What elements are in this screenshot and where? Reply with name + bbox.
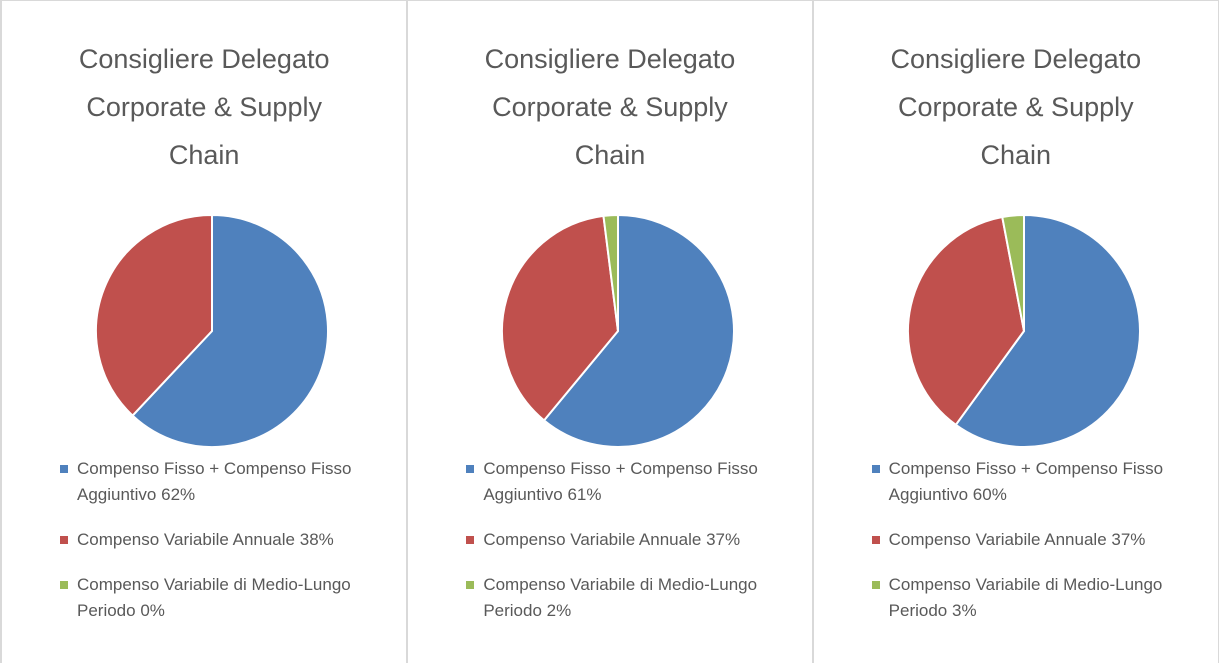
legend-value: 60%	[972, 485, 1007, 504]
legend-swatch	[466, 465, 475, 473]
legend-swatch	[871, 536, 880, 544]
legend-swatch	[60, 465, 68, 473]
legend-item: Compenso Fisso + Compenso Fisso Aggiunti…	[60, 456, 360, 508]
legend-value: 38%	[299, 530, 334, 549]
legend-label: Compenso Variabile Annuale	[77, 530, 295, 549]
legend-value: 2%	[546, 601, 572, 620]
legend-label: Compenso Fisso + Compenso Fisso Aggiunti…	[483, 459, 758, 504]
legend-label: Compenso Variabile di Medio-Lungo Period…	[77, 575, 351, 620]
legend-label: Compenso Variabile Annuale	[888, 530, 1107, 549]
pie	[95, 213, 329, 448]
legend-value: 0%	[140, 601, 165, 620]
pie-slice	[542, 213, 736, 448]
pie-slice	[602, 213, 620, 332]
chart-title: Consigliere Delegato Corporate & Supply …	[484, 44, 736, 170]
legend-item: Compenso Variabile Annuale 38%	[60, 527, 360, 553]
legend-item: Compenso Variabile Annuale 37%	[871, 527, 1172, 553]
legend-swatch	[871, 581, 880, 589]
legend-swatch	[466, 536, 475, 544]
pie-slice	[131, 213, 329, 448]
legend-value: 62%	[161, 485, 196, 504]
pie-slice	[906, 215, 1025, 427]
legend: Compenso Fisso + Compenso Fisso Aggiunti…	[60, 456, 360, 643]
chart-title: Consigliere Delegato Corporate & Supply …	[890, 44, 1142, 170]
pie-slice	[1000, 213, 1025, 332]
legend-item: Compenso Variabile di Medio-Lungo Period…	[871, 572, 1172, 624]
legend-label: Compenso Fisso + Compenso Fisso Aggiunti…	[77, 459, 352, 504]
legend-item: Compenso Variabile Annuale 37%	[466, 527, 766, 553]
legend: Compenso Fisso + Compenso Fisso Aggiunti…	[871, 456, 1172, 643]
legend-label: Compenso Variabile di Medio-Lungo Period…	[483, 575, 758, 620]
legend-item: Compenso Fisso + Compenso Fisso Aggiunti…	[466, 456, 766, 508]
chart-panel: Consigliere Delegato Corporate & Supply …	[408, 1, 814, 663]
pie	[906, 213, 1141, 448]
legend-value: 37%	[706, 530, 741, 549]
chart-panel: Consigliere Delegato Corporate & Supply …	[814, 1, 1219, 663]
pie-slice	[95, 213, 213, 417]
legend: Compenso Fisso + Compenso Fisso Aggiunti…	[466, 456, 766, 643]
legend-swatch	[60, 581, 68, 589]
legend-item: Compenso Variabile di Medio-Lungo Period…	[60, 572, 360, 624]
legend-label: Compenso Variabile Annuale	[483, 530, 702, 549]
legend-item: Compenso Variabile di Medio-Lungo Period…	[466, 572, 766, 624]
pie	[501, 213, 736, 448]
chart-panel: Consigliere Delegato Corporate & Supply …	[0, 1, 409, 663]
legend-label: Compenso Fisso + Compenso Fisso Aggiunti…	[888, 459, 1164, 504]
chart-title: Consigliere Delegato Corporate & Supply …	[78, 44, 330, 170]
pie-slice	[501, 214, 620, 422]
pie-slice	[954, 213, 1141, 448]
legend-value: 37%	[1111, 530, 1146, 549]
legend-value: 61%	[567, 485, 602, 504]
legend-swatch	[60, 536, 68, 544]
legend-swatch	[466, 581, 475, 589]
legend-value: 3%	[952, 601, 977, 620]
legend-label: Compenso Variabile di Medio-Lungo Period…	[888, 575, 1163, 620]
legend-swatch	[871, 465, 880, 473]
legend-item: Compenso Fisso + Compenso Fisso Aggiunti…	[871, 456, 1172, 508]
